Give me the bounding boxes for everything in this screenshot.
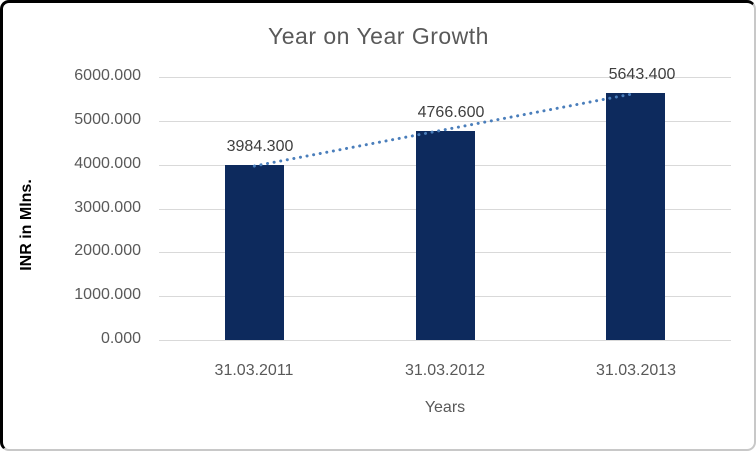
bar-31.03.2011 — [225, 165, 284, 340]
x-tick-label: 31.03.2012 — [404, 362, 486, 379]
y-tick-label: 6000.000 — [74, 67, 141, 84]
y-tick-label: 0.000 — [100, 330, 141, 347]
gridline — [159, 77, 731, 78]
bar-31.03.2012 — [416, 131, 475, 340]
y-tick-label: 4000.000 — [74, 155, 141, 172]
y-tick-label: 1000.000 — [74, 286, 141, 303]
chart-title: Year on Year Growth — [268, 23, 489, 49]
trendline-dotted — [252, 91, 638, 168]
bar-data-label: 5643.400 — [608, 66, 676, 83]
y-tick-label: 5000.000 — [74, 111, 141, 128]
x-axis-title: Years — [424, 399, 466, 416]
trendline — [252, 91, 638, 168]
bar-data-label: 4766.600 — [417, 104, 485, 121]
x-tick-label: 31.03.2011 — [214, 362, 294, 379]
x-tick-label: 31.03.2013 — [595, 362, 677, 379]
y-tick-label: 3000.000 — [74, 199, 141, 216]
bar-31.03.2013 — [606, 93, 665, 340]
y-tick-label: 2000.000 — [74, 242, 141, 259]
bar-data-label: 3984.300 — [226, 138, 294, 155]
gridline — [159, 121, 731, 122]
gridline — [159, 340, 731, 341]
